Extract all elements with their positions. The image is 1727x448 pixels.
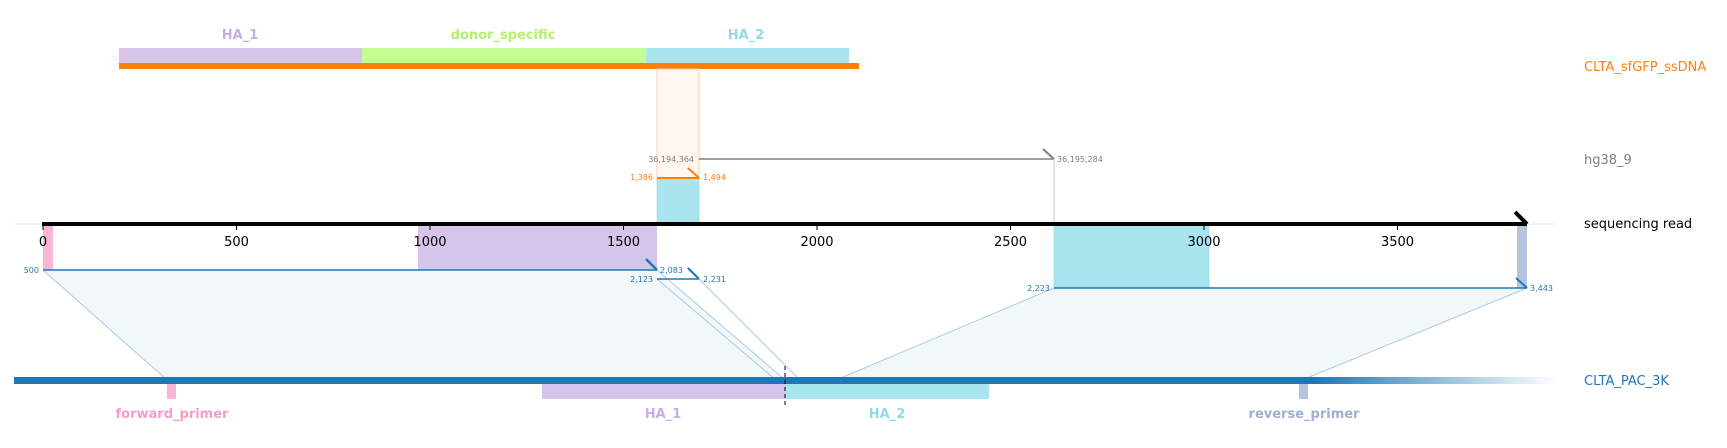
- amplicon-ha1-label: HA_1: [645, 407, 682, 422]
- read-end-arrow: [1513, 210, 1529, 226]
- read-forward-primer-region: [43, 224, 53, 270]
- donor-ha1-label: HA_1: [222, 28, 259, 43]
- read-tick-label: 3000: [1187, 235, 1220, 250]
- genome-alignment-arrow: [1042, 148, 1055, 160]
- donor-track-label: CLTA_sfGFP_ssDNA: [1584, 60, 1706, 75]
- connector-3a: [835, 287, 1055, 381]
- amplicon-forward-primer: [167, 384, 176, 399]
- read-tick-label: 500: [224, 235, 249, 250]
- amp1-start-coord: 500: [24, 266, 39, 275]
- read-ha1-region: [418, 224, 657, 270]
- donor-specific-label: donor_specific: [451, 28, 556, 43]
- donor-alignment: 1,386 1,494: [630, 167, 726, 225]
- genome-end-coord: 36,195,284: [1057, 155, 1103, 164]
- amplicon-reverse-primer: [1299, 384, 1308, 399]
- amp3-start-coord: 2,223: [1027, 284, 1050, 293]
- connector-2a: [656, 278, 777, 381]
- track-labels: CLTA_sfGFP_ssDNA hg38_9 sequencing read …: [1584, 60, 1706, 389]
- genome-alignment: 36,194,364 36,195,284: [648, 148, 1103, 224]
- donor-bar: [119, 63, 859, 69]
- amplicon-fill-1: [43, 270, 785, 380]
- connector-1a: [42, 269, 168, 381]
- read-tick-label: 2500: [994, 235, 1027, 250]
- amplicon-ha1: [542, 384, 785, 399]
- genome-track-label: hg38_9: [1584, 153, 1632, 168]
- donor-end-coord: 1,494: [703, 173, 726, 182]
- connector-1b: [656, 269, 786, 381]
- amplicon-fill-2: [836, 288, 1527, 380]
- read-tick-label: 1500: [607, 235, 640, 250]
- donor-projection: [656, 68, 700, 180]
- amplicon-alignment-2-arrow: [687, 267, 700, 280]
- read-tick-label: 2000: [800, 235, 833, 250]
- amplicon-forward-primer-label: forward_primer: [116, 407, 230, 422]
- read-tick-label: 1000: [413, 235, 446, 250]
- amplicon-alignments: 500 2,083 2,123 2,231 2,223 3,443: [24, 258, 1553, 381]
- donor-alignment-block: [656, 177, 700, 225]
- amp1-end-coord: 2,083: [660, 266, 683, 275]
- donor-track: HA_1 donor_specific HA_2: [119, 28, 859, 69]
- amplicon-bar-solid: [14, 377, 1314, 384]
- donor-ha2-block: [646, 48, 849, 64]
- amplicon-alignment-1-arrow: [645, 258, 658, 271]
- donor-specific-block: [362, 48, 646, 64]
- amp2-start-coord: 2,123: [630, 275, 653, 284]
- donor-ha1-block: [119, 48, 362, 64]
- connector-2b: [698, 278, 801, 381]
- amplicon-bar-fade: [1314, 377, 1556, 384]
- amplicon-ha2: [785, 384, 989, 399]
- donor-alignment-arrow: [687, 167, 700, 179]
- read-track-label: sequencing read: [1584, 217, 1692, 232]
- read-tick-label: 3500: [1381, 235, 1414, 250]
- donor-start-coord: 1,386: [630, 173, 653, 182]
- amplicon-reverse-primer-label: reverse_primer: [1249, 407, 1361, 422]
- read-reverse-primer-region: [1517, 224, 1527, 288]
- read-track: 0 500 1000 1500 2000 2500 3000 3500: [14, 210, 1556, 289]
- amp3-end-coord: 3,443: [1530, 284, 1553, 293]
- amplicon-ha2-label: HA_2: [869, 407, 906, 422]
- amp2-end-coord: 2,231: [703, 275, 726, 284]
- read-tick-label: 0: [39, 235, 47, 250]
- amplicon-track-label: CLTA_PAC_3K: [1584, 374, 1669, 389]
- read-ha2-region-right: [1053, 223, 1210, 289]
- amplicon-alignment-3-arrow: [1515, 277, 1528, 289]
- amplicon-track: forward_primer HA_1 HA_2 reverse_primer: [14, 366, 1556, 422]
- read-ticks: 0 500 1000 1500 2000 2500 3000 3500: [39, 226, 1414, 250]
- genome-start-coord: 36,194,364: [648, 155, 694, 164]
- donor-ha2-label: HA_2: [728, 28, 765, 43]
- connector-3b: [1301, 287, 1528, 381]
